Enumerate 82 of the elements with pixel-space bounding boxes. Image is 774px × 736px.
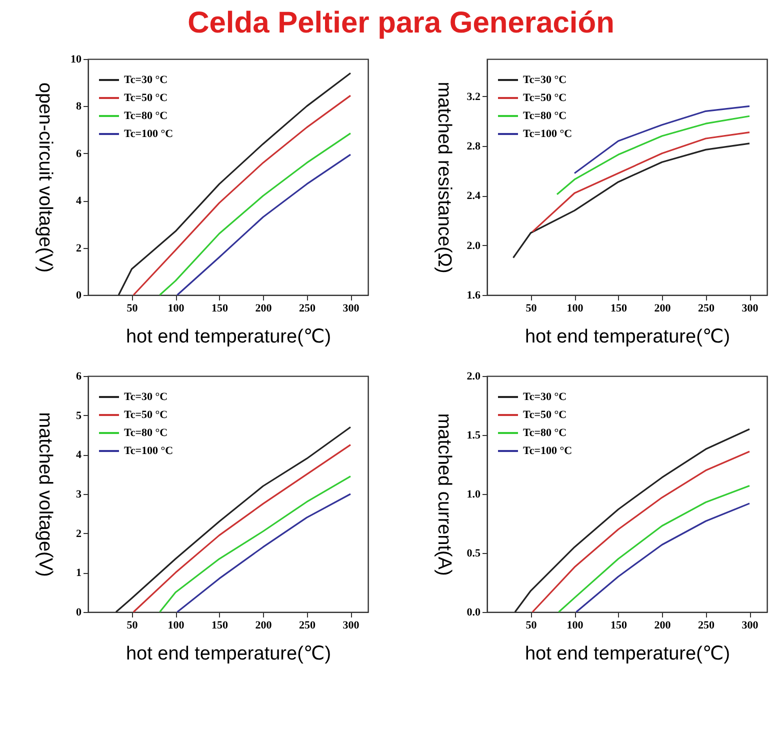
line-series xyxy=(512,142,750,259)
legend-label: Tc=80 °C xyxy=(124,110,168,122)
chart-title: Celda Peltier para Generación xyxy=(188,6,614,40)
line-series xyxy=(514,428,750,613)
y-tick-label: 1.5 xyxy=(466,430,481,442)
legend-label: Tc=100 °C xyxy=(523,128,572,140)
legend-label: Tc=30 °C xyxy=(523,74,567,86)
y-tick-label: 2.4 xyxy=(466,190,481,202)
y-tick-label: 2 xyxy=(76,528,82,540)
x-tick-label: 50 xyxy=(526,302,538,314)
y-tick-label: 2 xyxy=(76,242,82,254)
x-tick-label: 300 xyxy=(742,620,759,632)
x-tick-label: 50 xyxy=(126,302,138,314)
x-axis-title: hot end temperature(℃) xyxy=(126,644,332,664)
x-tick-label: 100 xyxy=(566,302,584,314)
x-tick-label: 50 xyxy=(126,620,138,632)
y-tick-label: 1 xyxy=(76,567,82,580)
y-tick-label: 2.0 xyxy=(466,240,481,252)
y-tick-label: 2.0 xyxy=(466,370,481,382)
legend-label: Tc=30 °C xyxy=(124,391,168,403)
x-tick-label: 100 xyxy=(168,620,185,632)
legend-label: Tc=100 °C xyxy=(523,445,572,457)
x-tick-label: 150 xyxy=(212,302,228,314)
legend-label: Tc=100 °C xyxy=(124,128,174,140)
legend-label: Tc=50 °C xyxy=(124,409,168,421)
line-series xyxy=(115,426,352,613)
legend-label: Tc=50 °C xyxy=(523,409,567,421)
line-series xyxy=(176,154,352,296)
x-tick-label: 250 xyxy=(698,302,715,314)
x-tick-label: 150 xyxy=(610,302,628,314)
x-tick-label: 300 xyxy=(342,620,360,632)
legend-label: Tc=50 °C xyxy=(124,92,168,104)
x-tick-label: 150 xyxy=(212,620,228,632)
line-series xyxy=(176,493,352,613)
line-series xyxy=(118,72,352,296)
x-tick-label: 200 xyxy=(255,302,272,314)
y-tick-label: 1.6 xyxy=(466,290,481,302)
legend-label: Tc=50 °C xyxy=(523,92,567,104)
y-axis-title: matched resistance(Ω) xyxy=(434,82,454,274)
y-tick-label: 10 xyxy=(70,54,82,66)
x-tick-label: 150 xyxy=(610,620,628,632)
x-axis-title: hot end temperature(℃) xyxy=(524,644,730,664)
y-tick-label: 6 xyxy=(76,148,82,160)
line-series xyxy=(574,105,750,174)
x-tick-label: 250 xyxy=(299,302,316,314)
x-tick-label: 300 xyxy=(742,302,759,314)
x-axis-title: hot end temperature(℃) xyxy=(524,326,730,348)
y-tick-label: 0 xyxy=(76,606,82,618)
x-tick-label: 200 xyxy=(654,302,672,314)
y-tick-label: 8 xyxy=(76,100,82,113)
legend-label: Tc=80 °C xyxy=(523,110,567,122)
y-tick-label: 4 xyxy=(76,449,82,462)
y-tick-label: 4 xyxy=(76,195,82,208)
line-series xyxy=(158,476,352,613)
y-tick-label: 0.5 xyxy=(466,548,481,560)
x-tick-label: 50 xyxy=(526,620,538,632)
legend-label: Tc=80 °C xyxy=(523,427,567,439)
y-tick-label: 2.8 xyxy=(466,140,481,152)
y-tick-label: 3 xyxy=(76,488,82,500)
y-tick-label: 6 xyxy=(76,370,82,382)
legend-label: Tc=30 °C xyxy=(523,391,567,403)
y-tick-label: 5 xyxy=(76,410,82,422)
legend-label: Tc=80 °C xyxy=(124,427,168,439)
y-axis-title: matched voltage(V) xyxy=(34,412,56,577)
y-tick-label: 0.0 xyxy=(466,606,481,618)
y-axis-title: matched current(A) xyxy=(434,413,454,576)
x-tick-label: 250 xyxy=(299,620,316,632)
y-axis-title: open-circuit voltage(V) xyxy=(34,82,56,273)
line-series xyxy=(575,502,750,613)
x-tick-label: 300 xyxy=(342,302,360,314)
y-tick-label: 0 xyxy=(76,290,82,302)
legend-label: Tc=30 °C xyxy=(124,74,168,86)
legend-label: Tc=100 °C xyxy=(124,445,174,457)
x-tick-label: 100 xyxy=(566,620,584,632)
x-tick-label: 200 xyxy=(654,620,672,632)
x-tick-label: 200 xyxy=(255,620,272,632)
x-axis-title: hot end temperature(℃) xyxy=(126,326,332,348)
y-tick-label: 3.2 xyxy=(466,90,481,103)
x-tick-label: 100 xyxy=(168,302,185,314)
y-tick-label: 1.0 xyxy=(466,488,481,500)
line-series xyxy=(558,484,750,613)
x-tick-label: 250 xyxy=(698,620,715,632)
